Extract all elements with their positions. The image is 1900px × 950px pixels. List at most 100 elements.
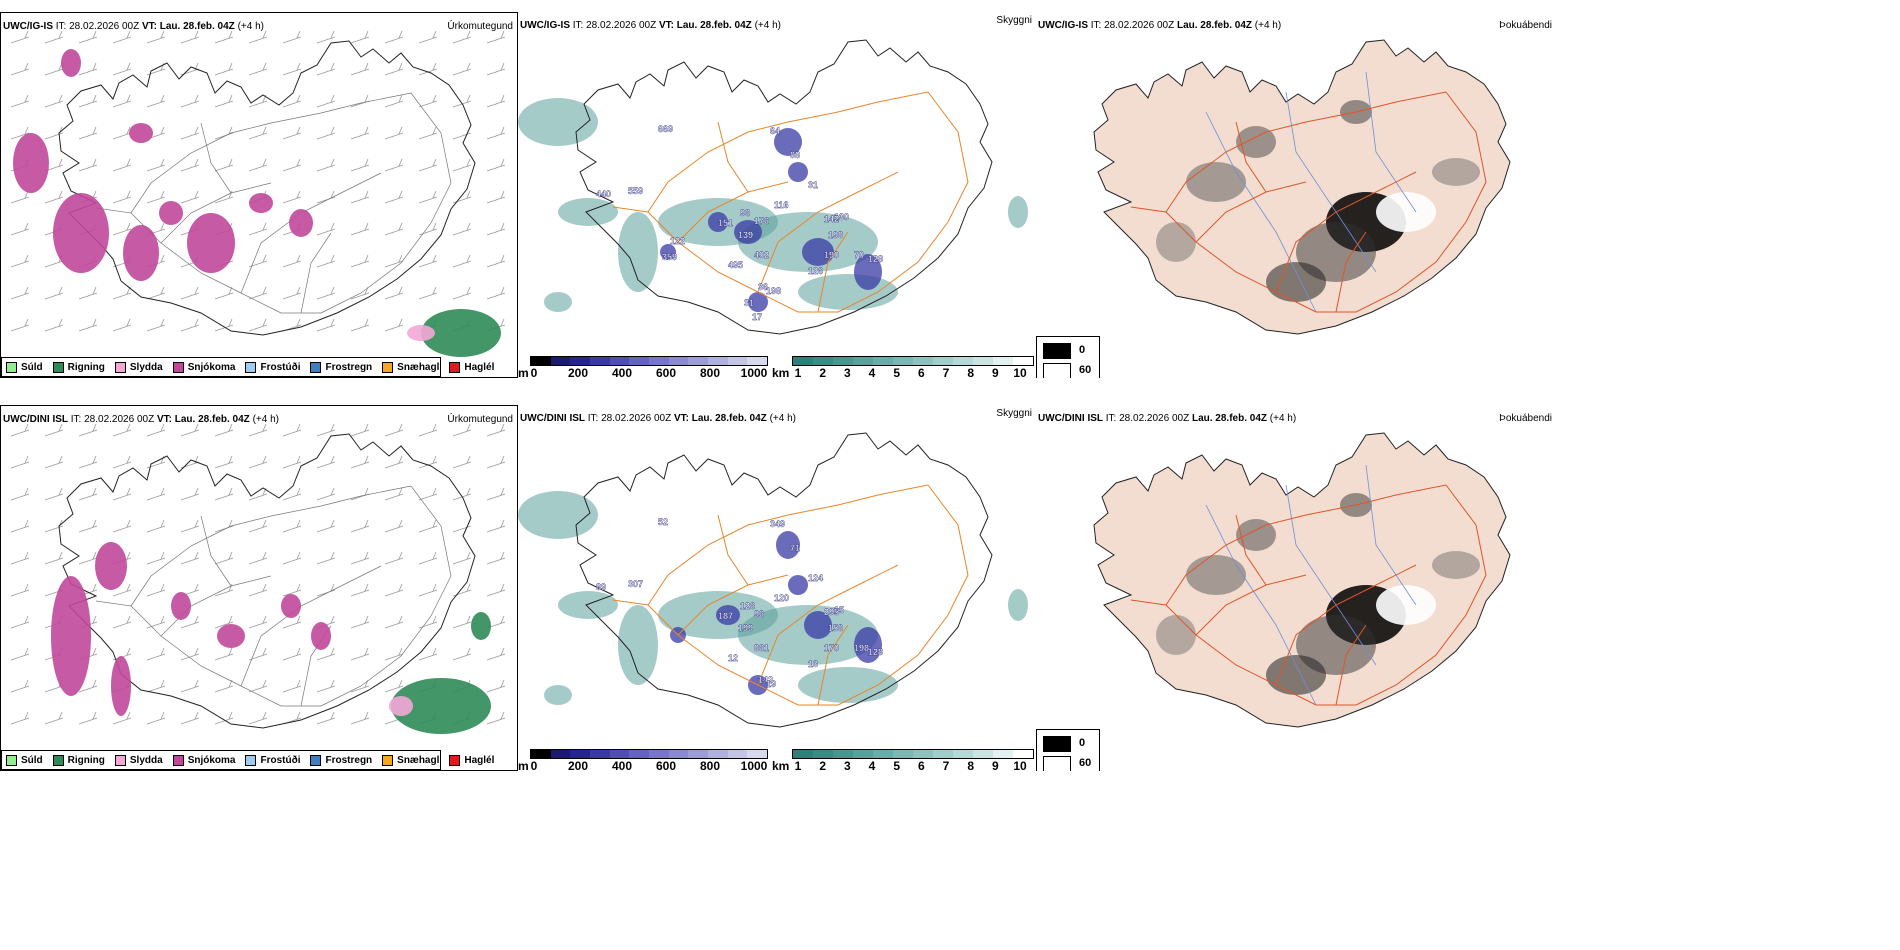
wind-barb — [10, 455, 30, 469]
ceiling-value-label: 116 — [774, 200, 789, 210]
wind-barb — [146, 318, 166, 332]
low-ceiling-area — [774, 128, 802, 156]
fog-index-area — [1296, 615, 1376, 675]
wind-barb — [316, 519, 336, 533]
wind-barb — [486, 190, 506, 204]
wind-barb — [452, 615, 472, 629]
wind-barb — [452, 62, 472, 76]
legend-label: Súld — [21, 754, 43, 766]
wind-barb — [248, 455, 268, 469]
iceland-land — [1093, 39, 1511, 335]
wind-barb — [214, 487, 234, 501]
ceiling-value-label: 559 — [628, 186, 643, 196]
iceland-land — [1093, 432, 1511, 728]
ceiling-value-label: 17 — [752, 312, 762, 322]
fog-legend-swatch — [1043, 363, 1071, 378]
wind-barb — [10, 286, 30, 300]
wind-barb — [180, 615, 200, 629]
legend-swatch — [382, 754, 394, 766]
wind-barb — [282, 254, 302, 268]
low-ceiling-area — [854, 627, 882, 663]
colorbar-segment — [793, 750, 813, 758]
iceland-outline — [575, 432, 993, 728]
legend-swatch — [6, 361, 17, 373]
ceiling-value-label: 359 — [662, 252, 677, 262]
wind-barb — [316, 423, 336, 437]
wind-barb — [146, 30, 166, 44]
colorbar-tick: 3 — [843, 366, 851, 378]
fog-panel-2: UWC/DINI ISL IT: 28.02.2026 00Z Lau. 28.… — [1036, 405, 1554, 771]
ceiling-value-label: 13 — [808, 659, 818, 669]
ceiling-value-label: 295 — [824, 607, 839, 617]
colorbar-unit: m — [518, 759, 529, 771]
wind-barb — [146, 711, 166, 725]
colorbar-segment — [727, 750, 748, 758]
wind-barb — [418, 62, 438, 76]
wind-barb — [44, 62, 64, 76]
road-line — [1235, 514, 1267, 586]
colorbar-strip — [792, 749, 1034, 759]
precip-area — [95, 542, 127, 590]
ceiling-value-label: 170 — [824, 643, 839, 653]
colorbar-segment — [708, 750, 728, 758]
ceiling-value-label: 64 — [770, 126, 780, 136]
wind-barb — [10, 94, 30, 108]
legend-label: Frostúði — [260, 754, 301, 766]
wind-barb — [350, 423, 370, 437]
wind-barb — [112, 62, 132, 76]
wind-barb — [452, 647, 472, 661]
wind-barb — [44, 519, 64, 533]
colorbar-segment — [609, 357, 630, 365]
wind-barb — [418, 30, 438, 44]
colorbar-segment — [913, 750, 933, 758]
road-line — [677, 181, 789, 243]
precip-area — [159, 201, 183, 225]
ceiling-value-label: 96 — [754, 609, 764, 619]
wind-barb — [418, 126, 438, 140]
colorbar-tick: 3 — [843, 759, 851, 771]
wind-barb — [418, 254, 438, 268]
wind-barb — [248, 94, 268, 108]
low-visibility-area — [518, 98, 598, 146]
precip-area — [389, 696, 413, 716]
colorbar-tick: 10 — [1013, 366, 1027, 378]
wind-barb — [384, 254, 404, 268]
precip-area — [407, 325, 435, 341]
wind-barb — [10, 583, 30, 597]
colorbar-segment — [747, 750, 768, 758]
visibility-map-1: 669 440 559 64 88 31 116 96 151 176 130 139 142 198 40… — [518, 39, 1028, 335]
wind-barb — [282, 286, 302, 300]
ceiling-value-label: 130 — [834, 212, 849, 222]
legend-label: Súld — [21, 361, 43, 373]
wind-barb — [10, 318, 30, 332]
wind-barb — [10, 190, 30, 204]
wind-barb — [316, 679, 336, 693]
wind-barb — [10, 222, 30, 236]
wind-barb — [78, 551, 98, 565]
wind-barb — [248, 158, 268, 172]
wind-barb — [316, 286, 336, 300]
colorbar-segment — [953, 750, 973, 758]
panel-title: Úrkomutegund — [447, 21, 513, 32]
wind-barb — [180, 679, 200, 693]
ceiling-value-label: 199 — [738, 623, 753, 633]
wind-barb — [248, 519, 268, 533]
fog-legend-label: 60 — [1079, 757, 1092, 769]
wind-barb — [384, 286, 404, 300]
wind-barb — [486, 455, 506, 469]
road-line — [817, 624, 849, 706]
river-line — [1365, 464, 1417, 606]
fog-index-area — [1186, 555, 1246, 595]
wind-barb — [10, 126, 30, 140]
road-line — [1275, 171, 1417, 293]
wind-barb — [248, 423, 268, 437]
wind-barb — [316, 126, 336, 140]
river-line — [1205, 504, 1317, 706]
road-line — [200, 122, 232, 194]
low-visibility-area — [738, 605, 878, 665]
ceiling-value-label: 307 — [628, 579, 643, 589]
colorbar-tick: 6 — [917, 366, 925, 378]
wind-barb — [78, 158, 98, 172]
colorbar-tick: 1000 — [740, 759, 768, 771]
fog-legend: 0 60 — [1036, 336, 1100, 378]
